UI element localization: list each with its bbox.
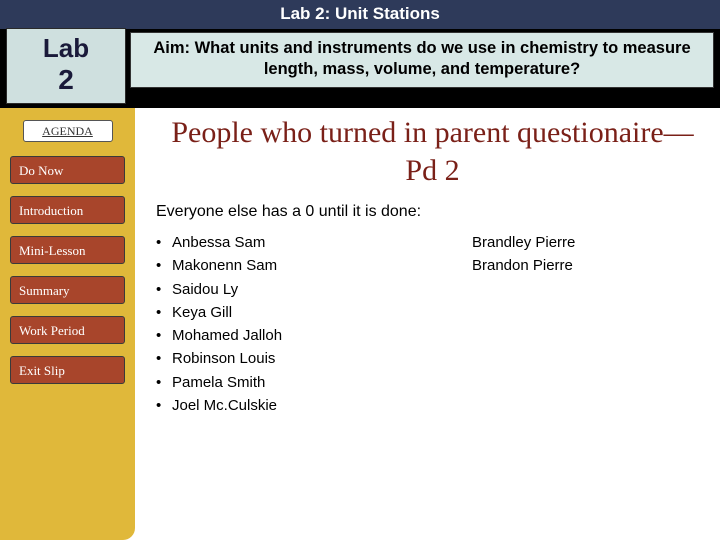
list-item: •Saidou Ly — [156, 278, 709, 301]
name-left: Pamela Smith — [172, 371, 402, 394]
lab-line2: 2 — [7, 64, 125, 96]
top-row: Lab 2 Aim: What units and instruments do… — [0, 30, 720, 108]
name-left: Saidou Ly — [172, 278, 402, 301]
name-left: Makonenn Sam — [172, 254, 402, 277]
content-area: People who turned in parent questionaire… — [140, 108, 715, 417]
bullet-icon: • — [156, 254, 172, 277]
agenda-label: AGENDA — [42, 124, 93, 138]
list-item: •Mohamed Jalloh — [156, 324, 709, 347]
name-right: Brandon Pierre — [402, 254, 709, 277]
aim-box: Aim: What units and instruments do we us… — [130, 32, 714, 88]
list-item: •Anbessa SamBrandley Pierre — [156, 231, 709, 254]
list-item: •Makonenn SamBrandon Pierre — [156, 254, 709, 277]
nav-work-period[interactable]: Work Period — [10, 316, 125, 344]
agenda-button[interactable]: AGENDA — [23, 120, 113, 142]
nav-label: Exit Slip — [19, 363, 65, 378]
nav-introduction[interactable]: Introduction — [10, 196, 125, 224]
subline: Everyone else has a 0 until it is done: — [156, 203, 709, 221]
name-left: Keya Gill — [172, 301, 402, 324]
page-title: Lab 2: Unit Stations — [280, 4, 440, 23]
nav-summary[interactable]: Summary — [10, 276, 125, 304]
bullet-icon: • — [156, 301, 172, 324]
nav-label: Do Now — [19, 163, 63, 178]
lab-number-box: Lab 2 — [6, 28, 126, 104]
name-left: Joel Mc.Culskie — [172, 394, 402, 417]
list-item: •Robinson Louis — [156, 347, 709, 370]
bullet-icon: • — [156, 371, 172, 394]
list-item: •Keya Gill — [156, 301, 709, 324]
list-item: •Joel Mc.Culskie — [156, 394, 709, 417]
nav-exit-slip[interactable]: Exit Slip — [10, 356, 125, 384]
nav-do-now[interactable]: Do Now — [10, 156, 125, 184]
nav-label: Work Period — [19, 323, 85, 338]
aim-text: Aim: What units and instruments do we us… — [153, 39, 690, 78]
nav-mini-lesson[interactable]: Mini-Lesson — [10, 236, 125, 264]
bullet-icon: • — [156, 324, 172, 347]
bullet-icon: • — [156, 231, 172, 254]
list-item: •Pamela Smith — [156, 371, 709, 394]
headline: People who turned in parent questionaire… — [156, 114, 709, 189]
nav-label: Introduction — [19, 203, 83, 218]
bullet-icon: • — [156, 278, 172, 301]
bullet-icon: • — [156, 347, 172, 370]
sidebar: AGENDA Do Now Introduction Mini-Lesson S… — [0, 108, 135, 540]
name-left: Mohamed Jalloh — [172, 324, 402, 347]
bullet-icon: • — [156, 394, 172, 417]
nav-label: Summary — [19, 283, 70, 298]
title-bar: Lab 2: Unit Stations — [0, 0, 720, 30]
nav-label: Mini-Lesson — [19, 243, 85, 258]
name-left: Robinson Louis — [172, 347, 402, 370]
lab-line1: Lab — [7, 33, 125, 64]
name-right: Brandley Pierre — [402, 231, 709, 254]
name-left: Anbessa Sam — [172, 231, 402, 254]
